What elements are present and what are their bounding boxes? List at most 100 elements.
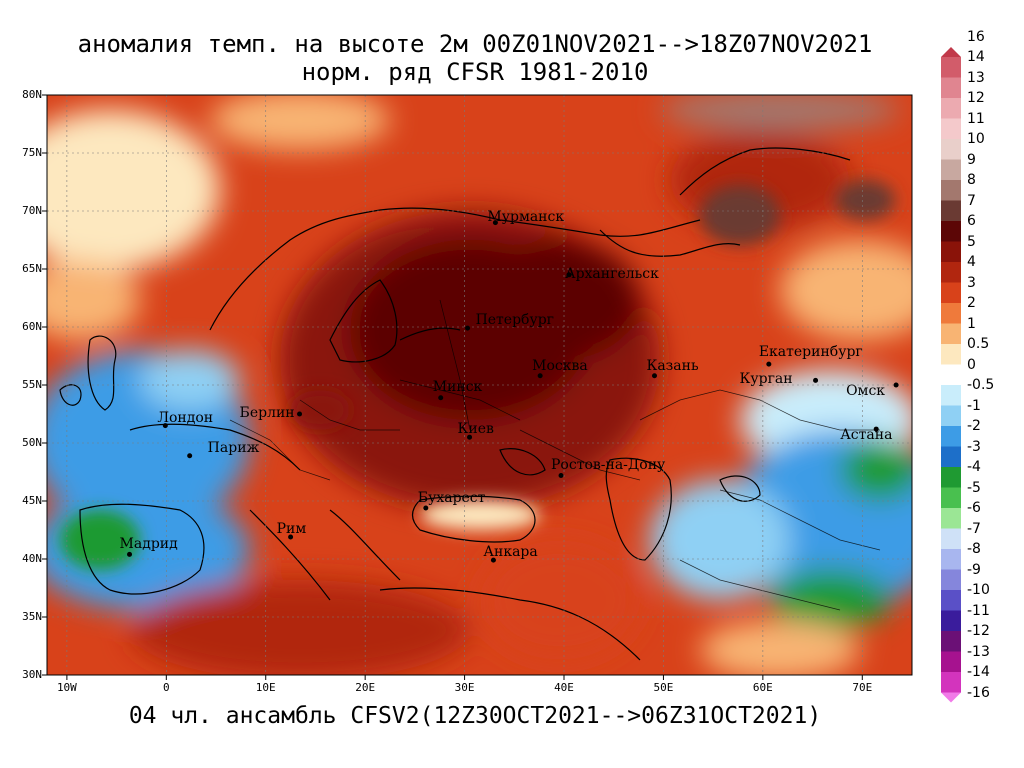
colorbar-label: -3 (967, 438, 981, 455)
colorbar-label: -12 (967, 623, 990, 639)
map-subtitle: норм. ряд CFSR 1981-2010 (301, 58, 649, 86)
colorbar-label: -4 (967, 459, 981, 475)
colorbar-label: 0.5 (967, 336, 990, 352)
colorbar-swatch (941, 426, 961, 447)
colorbar-swatch (941, 651, 961, 672)
city-label: Мадрид (119, 536, 178, 553)
colorbar-swatch (941, 241, 961, 262)
city-dot (893, 382, 899, 388)
lat-tick-label: 60N (22, 320, 42, 333)
colorbar-label: 3 (967, 274, 976, 291)
lat-tick-label: 80N (22, 88, 42, 101)
city-dot (492, 220, 498, 226)
colorbar-label: 14 (967, 49, 985, 65)
colorbar-label: -8 (967, 541, 981, 557)
lon-tick-label: 50E (653, 681, 674, 694)
lat-tick-label: 30N (22, 668, 42, 681)
colorbar-swatch (941, 569, 961, 590)
colorbar-swatch (941, 590, 961, 611)
colorbar-label: -14 (967, 664, 990, 680)
colorbar-swatch (941, 405, 961, 426)
city-label: Париж (207, 439, 260, 456)
colorbar-swatch (941, 487, 961, 508)
colorbar-label: -11 (967, 602, 990, 619)
colorbar-label: 0 (967, 356, 976, 373)
colorbar-swatch (941, 262, 961, 283)
colorbar-label: -16 (967, 684, 990, 701)
city-dot (813, 377, 819, 383)
colorbar-label: 10 (967, 131, 985, 147)
colorbar-swatch (941, 221, 961, 242)
lat-tick-label: 70N (22, 204, 42, 217)
lon-tick-label: 60E (752, 681, 773, 694)
colorbar-swatch (941, 200, 961, 221)
lat-tick-label: 50N (22, 436, 42, 449)
colorbar-swatch (941, 446, 961, 467)
city-label: Анкара (483, 544, 538, 561)
lon-tick-label: 10E (255, 681, 276, 694)
colorbar-max-arrow (941, 47, 961, 57)
axis-ticks (42, 94, 863, 680)
colorbar-label: -9 (967, 561, 981, 578)
colorbar-swatch (941, 344, 961, 365)
city-dot (465, 325, 471, 331)
colorbar-swatch (941, 467, 961, 488)
city-dot (187, 453, 193, 459)
colorbar-swatch (941, 631, 961, 652)
colorbar-swatch (941, 57, 961, 78)
colorbar-label: 9 (967, 151, 976, 168)
city-label: Минск (432, 378, 483, 395)
city-dot (873, 426, 879, 432)
colorbar-swatch (941, 77, 961, 98)
colorbar-label: -0.5 (967, 377, 995, 393)
city-label: Москва (532, 357, 588, 374)
colorbar-swatch (941, 180, 961, 201)
lat-tick-label: 40N (22, 552, 42, 565)
colorbar-swatch (941, 385, 961, 406)
ensemble-caption: 04 чл. ансамбль CFSV2(12Z30OCT2021-->06Z… (128, 703, 822, 729)
city-dot (566, 272, 572, 278)
colorbar-label: -13 (967, 643, 990, 660)
city-label: Омск (846, 383, 886, 399)
colorbar-label: 5 (967, 233, 976, 250)
colorbar-swatch (941, 303, 961, 324)
city-label: Петербург (475, 312, 555, 329)
colorbar-swatch (941, 323, 961, 344)
lat-tick-label: 55N (22, 378, 42, 391)
colorbar-swatch (941, 159, 961, 180)
colorbar-label: -6 (967, 500, 981, 516)
lon-tick-label: 70E (852, 681, 873, 694)
colorbar (941, 47, 961, 703)
city-dot (558, 472, 564, 478)
colorbar-swatch (941, 672, 961, 693)
coastlines (59, 147, 851, 661)
colorbar-swatch (941, 118, 961, 139)
colorbar-swatch (941, 364, 961, 385)
colorbar-label: 7 (967, 192, 976, 209)
city-dot (423, 505, 429, 511)
city-label: Берлин (239, 405, 295, 421)
colorbar-swatch (941, 610, 961, 631)
map-title: аномалия темп. на высоте 2м 00Z01NOV2021… (77, 30, 873, 58)
lon-tick-label: 10W (56, 681, 77, 694)
city-label: Казань (646, 357, 699, 374)
lat-tick-label: 75N (22, 146, 42, 159)
city-dot (297, 411, 303, 417)
lon-tick-label: 40E (554, 681, 574, 694)
country-borders (229, 299, 881, 611)
city-markers (127, 220, 899, 563)
colorbar-label: 1 (967, 315, 976, 332)
city-label: Курган (739, 371, 793, 388)
colorbar-label: 6 (967, 213, 976, 229)
city-label: Бухарест (417, 489, 486, 506)
city-label: Киев (457, 421, 494, 438)
city-label: Рим (276, 520, 307, 537)
city-dot (651, 373, 657, 379)
colorbar-label: 11 (967, 110, 985, 127)
city-dot (467, 434, 473, 440)
city-dot (438, 395, 444, 401)
colorbar-label: 8 (967, 172, 976, 188)
colorbar-label: 4 (967, 254, 976, 270)
colorbar-swatch (941, 528, 961, 549)
